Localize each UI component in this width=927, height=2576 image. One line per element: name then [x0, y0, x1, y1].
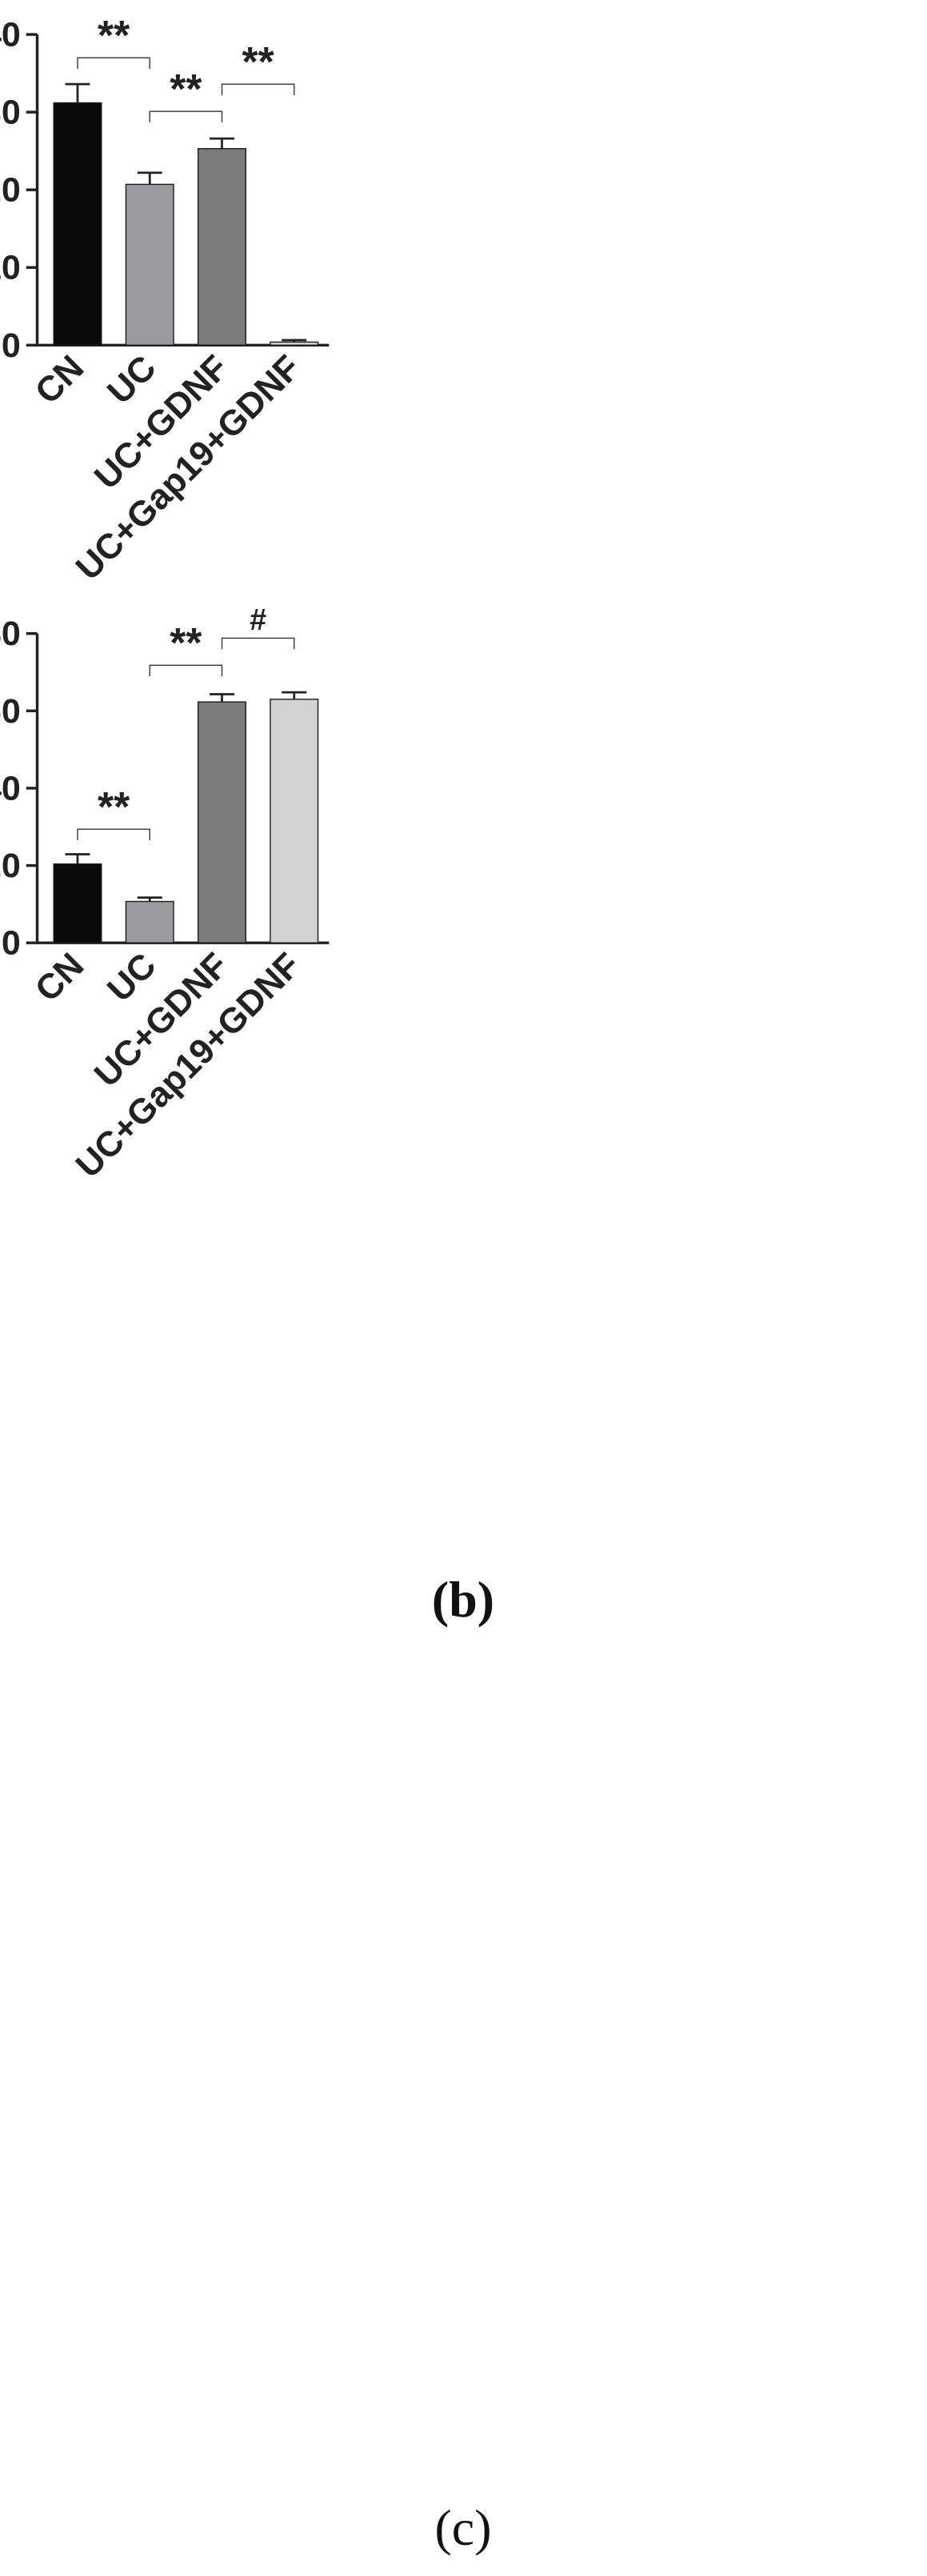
- y-tick-label: 60: [0, 692, 21, 731]
- significance-label: **: [98, 783, 130, 830]
- bar: [53, 863, 102, 943]
- y-tick-label: 40: [0, 16, 21, 54]
- y-tick-label: 80: [0, 615, 21, 653]
- bar: [198, 701, 246, 943]
- significance-label: **: [170, 619, 202, 666]
- panel-label-c: (c): [434, 2499, 491, 2556]
- y-tick-label: 10: [0, 249, 21, 287]
- bar: [125, 183, 174, 347]
- significance-bracket: [221, 83, 295, 95]
- significance-bracket: [149, 664, 223, 677]
- bar: [270, 341, 319, 347]
- significance-bracket: [77, 57, 150, 69]
- y-tick-label: 0: [2, 924, 21, 963]
- panel-label-b: (b): [432, 1571, 494, 1628]
- y-tick-label: 30: [0, 94, 21, 132]
- category-label: CN: [28, 348, 92, 412]
- y-tick-label: 20: [0, 171, 21, 210]
- category-label: CN: [28, 946, 92, 1010]
- y-tick-label: 20: [0, 847, 21, 885]
- significance-label: **: [242, 38, 275, 85]
- chart-body: 010203040CNUCUC+GDNFUC+Gap19+GDNF******M…: [0, 12, 330, 587]
- y-tick-label: 0: [2, 327, 21, 365]
- significance-bracket: [149, 110, 223, 122]
- bar: [125, 900, 174, 943]
- bar: [53, 102, 102, 347]
- chart-gdnf: 020406080CNUCUC+GDNFUC+Gap19+GDNF****#Me…: [0, 603, 330, 1185]
- y-tick-label: 40: [0, 769, 21, 807]
- bar: [270, 699, 319, 943]
- significance-bracket: [77, 828, 150, 840]
- significance-label: **: [170, 66, 202, 112]
- chart-body: 020406080CNUCUC+GDNFUC+Gap19+GDNF****#Me…: [0, 603, 330, 1185]
- significance-label: **: [98, 12, 130, 58]
- bar: [198, 148, 246, 347]
- significance-bracket: [221, 637, 295, 650]
- chart-cx43: 010203040CNUCUC+GDNFUC+Gap19+GDNF******M…: [0, 12, 330, 587]
- significance-label: #: [250, 603, 266, 637]
